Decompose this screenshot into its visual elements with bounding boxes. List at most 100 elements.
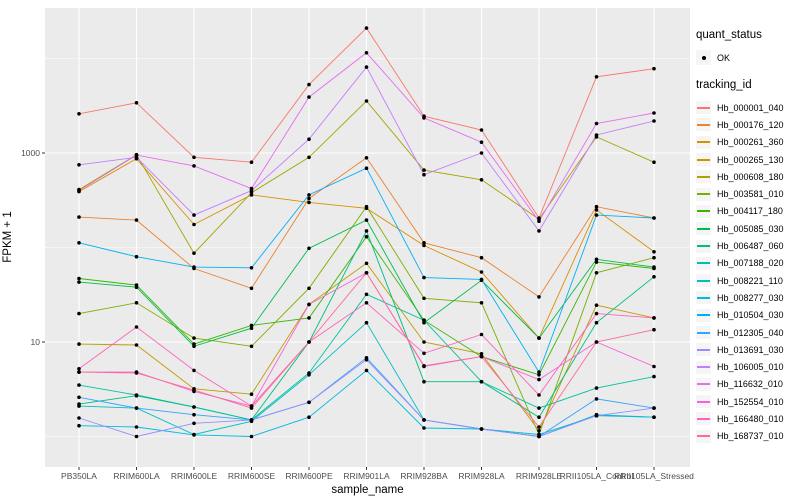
data-point [479, 354, 484, 359]
swatch-line [697, 366, 710, 369]
data-point [249, 160, 254, 164]
point-marker-icon [696, 50, 711, 65]
data-point [364, 218, 369, 222]
data-point [537, 377, 541, 382]
data-point [594, 386, 599, 390]
data-point [249, 344, 254, 349]
data-point [364, 234, 369, 239]
legend: quant_status OK tracking_id Hb_000001_04… [696, 29, 800, 445]
swatch-line [697, 296, 710, 299]
data-point [192, 251, 196, 255]
data-point [134, 425, 139, 429]
data-point [307, 415, 311, 420]
data-point [364, 261, 369, 266]
data-point [307, 95, 311, 99]
legend-item-tracking: Hb_000001_040 [696, 99, 800, 116]
legend-label-tracking: Hb_168737_010 [717, 431, 784, 442]
x-tick-label: PB350LA [61, 471, 97, 481]
x-tick-label: RRIM901LA [343, 471, 390, 481]
line-swatch-icon [696, 343, 711, 357]
data-point [537, 370, 541, 374]
data-point [652, 415, 656, 420]
data-point [537, 429, 541, 433]
legend-label-tracking: Hb_010504_030 [717, 310, 784, 321]
data-point [192, 368, 196, 373]
line-swatch-icon [696, 204, 711, 218]
x-tick-label: RRIM600PE [285, 471, 333, 481]
data-point [594, 75, 599, 79]
data-point [422, 172, 426, 177]
data-point [307, 286, 311, 291]
data-point [364, 65, 369, 69]
legend-label-tracking: Hb_106005_010 [717, 362, 784, 373]
data-point [537, 425, 541, 429]
data-point [307, 373, 311, 377]
line-swatch-icon [696, 274, 711, 288]
x-tick-label: RRIM928LE [516, 471, 563, 481]
data-point [134, 301, 139, 305]
line-swatch-icon [696, 308, 711, 322]
data-point [594, 340, 599, 344]
swatch-line [697, 383, 710, 386]
data-point [192, 421, 196, 426]
legend-label-tracking: Hb_008277_030 [717, 292, 784, 303]
data-point [479, 255, 484, 260]
swatch-line [697, 123, 710, 126]
data-point [134, 393, 139, 397]
data-point [652, 111, 656, 115]
data-point [652, 66, 656, 71]
legend-item-tracking: Hb_116632_010 [696, 376, 800, 393]
legend-label-tracking: Hb_003581_010 [717, 189, 784, 200]
data-point [537, 393, 541, 397]
swatch-line [697, 193, 710, 196]
y-tick-label: 1000 [21, 148, 40, 158]
data-point [422, 243, 426, 248]
legend-item-tracking: Hb_168737_010 [696, 428, 800, 445]
line-swatch-icon [696, 377, 711, 391]
data-point [364, 292, 369, 297]
data-point [307, 196, 311, 201]
data-point [479, 427, 484, 431]
data-point [77, 280, 81, 284]
data-point [479, 379, 484, 384]
legend-item-tracking: Hb_005085_030 [696, 220, 800, 237]
data-point [364, 204, 369, 209]
data-point [594, 204, 599, 209]
swatch-line [697, 400, 710, 403]
legend-label-tracking: Hb_166480_010 [717, 413, 784, 424]
data-point [192, 388, 196, 392]
legend-title-tracking-id: tracking_id [696, 79, 752, 91]
data-point [652, 160, 656, 164]
data-point [307, 302, 311, 307]
data-point [192, 336, 196, 340]
legend-label-tracking: Hb_000265_130 [717, 154, 784, 165]
data-point [364, 229, 369, 233]
data-point [652, 374, 656, 379]
data-point [307, 137, 311, 141]
data-point [537, 229, 541, 233]
data-point [134, 285, 139, 290]
data-point [307, 193, 311, 197]
data-point [594, 397, 599, 401]
data-point [192, 213, 196, 217]
legend-label-ok: OK [717, 52, 731, 63]
line-swatch-icon [696, 170, 711, 184]
data-point [422, 320, 426, 325]
data-point [479, 301, 484, 305]
data-point [594, 260, 599, 264]
data-point [307, 246, 311, 251]
legend-item-tracking: Hb_010504_030 [696, 307, 800, 324]
line-swatch-icon [696, 239, 711, 253]
data-point [422, 275, 426, 280]
data-point [594, 133, 599, 137]
data-point [422, 426, 426, 430]
data-point [479, 270, 484, 274]
data-point [594, 413, 599, 418]
data-point [77, 188, 81, 193]
data-point [652, 216, 656, 220]
data-point [77, 215, 81, 219]
swatch-line [697, 314, 710, 317]
line-swatch-icon [696, 187, 711, 201]
data-point [77, 416, 81, 420]
data-point [134, 343, 139, 347]
